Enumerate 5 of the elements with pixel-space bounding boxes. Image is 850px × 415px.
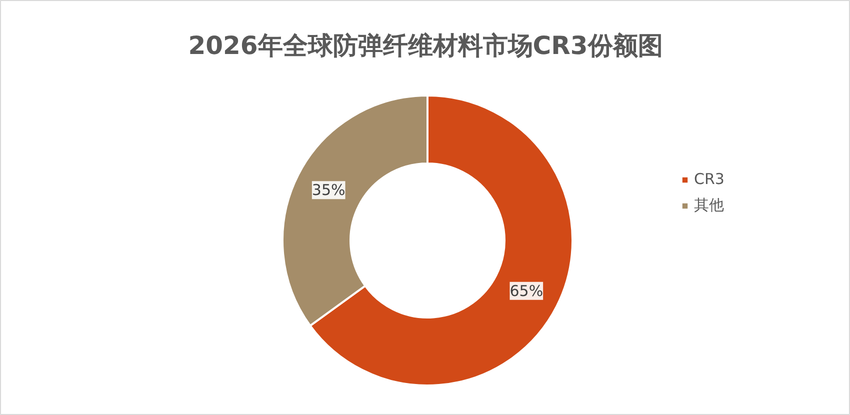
legend-label: CR3 — [694, 170, 724, 188]
data-label: 35% — [312, 181, 346, 200]
legend-label: 其他 — [694, 196, 724, 215]
chart-title: 2026年全球防弹纤维材料市场CR3份额图 — [188, 31, 663, 60]
data-label: 65% — [510, 282, 544, 300]
